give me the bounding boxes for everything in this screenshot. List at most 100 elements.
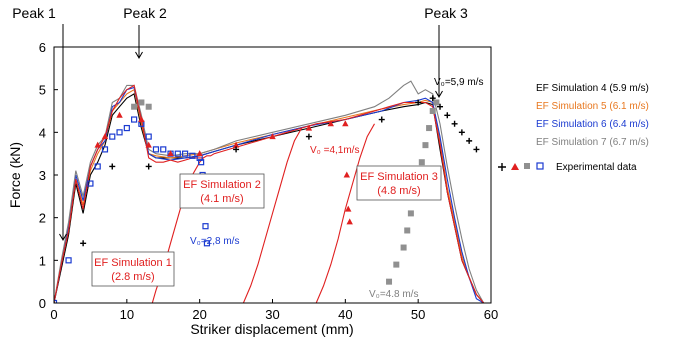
data-point bbox=[174, 150, 181, 157]
x-tick-label: 0 bbox=[50, 307, 57, 322]
data-point bbox=[94, 163, 101, 170]
peak-label: Peak 3 bbox=[424, 5, 468, 21]
data-point bbox=[101, 146, 109, 153]
data-point bbox=[189, 152, 196, 159]
data-point bbox=[418, 159, 425, 166]
simulation-box bbox=[179, 173, 265, 209]
data-point bbox=[203, 240, 211, 247]
data-point bbox=[327, 120, 334, 127]
data-point bbox=[232, 141, 240, 148]
data-point bbox=[160, 146, 167, 153]
data-point bbox=[393, 261, 400, 268]
data-point bbox=[94, 141, 101, 148]
simulation-box bbox=[356, 165, 442, 201]
x-tick-label: 40 bbox=[338, 307, 352, 322]
legend-entry: EF Simulation 6 (6.4 m/s) bbox=[536, 119, 649, 130]
legend-marker-triangle bbox=[511, 163, 519, 170]
y-tick-label: 2 bbox=[39, 211, 46, 226]
data-point bbox=[138, 99, 145, 106]
legend-entry: EF Simulation 4 (5.9 m/s) bbox=[536, 83, 649, 94]
peak-arrowhead bbox=[135, 51, 143, 59]
data-point bbox=[345, 205, 352, 212]
data-point bbox=[131, 103, 138, 110]
velocity-annotation: V₀ =4,1m/s bbox=[310, 145, 359, 156]
series-line bbox=[315, 123, 375, 303]
simulation-boxes: EF Simulation 1 (2.8 m/s) EF Simulation 2 (… bbox=[91, 165, 442, 287]
x-tick-label: 50 bbox=[411, 307, 425, 322]
data-point bbox=[182, 150, 189, 157]
y-tick-label: 4 bbox=[39, 125, 46, 140]
velocity-annotation: V₀=2,8 m/s bbox=[190, 236, 239, 247]
simulation-box-velocity: (2.8 m/s) bbox=[111, 271, 154, 283]
data-point bbox=[444, 112, 451, 119]
data-point bbox=[87, 180, 94, 187]
simulation-box bbox=[91, 251, 175, 287]
x-tick-label: 10 bbox=[120, 307, 134, 322]
data-point bbox=[138, 116, 145, 123]
chart-legend: EF Simulation 4 (5.9 m/s) EF Simulation 5… bbox=[498, 83, 649, 173]
data-point bbox=[466, 137, 473, 144]
data-point bbox=[437, 103, 444, 110]
y-tick-label: 5 bbox=[39, 83, 46, 98]
data-point bbox=[145, 103, 152, 110]
legend-marker-square-open bbox=[536, 162, 544, 170]
data-point bbox=[342, 120, 349, 127]
data-point bbox=[109, 163, 116, 170]
data-point bbox=[145, 133, 152, 140]
velocity-annotation: V₀=4.8 m/s bbox=[369, 289, 418, 300]
x-tick-label: 20 bbox=[192, 307, 206, 322]
data-point bbox=[305, 133, 312, 140]
chart-axes: 0 10 20 30 40 50 60 0 1 2 3 4 5 6 bbox=[39, 40, 498, 322]
data-point bbox=[131, 116, 138, 123]
peak-label: Peak 2 bbox=[123, 5, 167, 21]
velocity-annotations: V₀=5,9 m/s V₀ =4,1m/s V₀=2,8 m/s V₀=4.8 m/s bbox=[190, 77, 483, 300]
data-point bbox=[233, 146, 240, 153]
data-point bbox=[145, 163, 152, 170]
data-point bbox=[415, 99, 422, 106]
data-point bbox=[422, 142, 429, 149]
data-point bbox=[65, 257, 72, 264]
velocity-annotation: V₀=5,9 m/s bbox=[434, 77, 483, 88]
y-tick-label: 6 bbox=[39, 40, 46, 55]
simulation-box-title: EF Simulation 2 bbox=[183, 179, 261, 191]
data-point bbox=[407, 210, 414, 217]
legend-entry: EF Simulation 7 (6.7 m/s) bbox=[536, 137, 649, 148]
legend-entry: EF Simulation 5 (6.1 m/s) bbox=[536, 101, 649, 112]
data-point bbox=[473, 146, 480, 153]
data-point bbox=[346, 218, 353, 225]
legend-entry: Experimental data bbox=[556, 162, 637, 173]
data-point bbox=[101, 133, 109, 140]
simulation-box-title: EF Simulation 1 bbox=[94, 257, 172, 269]
data-point bbox=[343, 171, 350, 178]
data-point bbox=[426, 125, 433, 132]
x-tick-label: 60 bbox=[484, 307, 498, 322]
x-axis-label: Striker displacement (mm) bbox=[190, 321, 353, 337]
data-point bbox=[145, 141, 152, 148]
data-point bbox=[386, 278, 393, 285]
data-point bbox=[378, 116, 385, 123]
data-point bbox=[109, 133, 116, 140]
legend-marker-plus bbox=[498, 163, 506, 171]
simulation-box-velocity: (4.1 m/s) bbox=[200, 193, 243, 205]
data-point bbox=[198, 159, 205, 166]
data-point bbox=[116, 111, 123, 118]
data-point bbox=[196, 150, 203, 157]
peak-label: Peak 1 bbox=[12, 5, 56, 21]
series-line bbox=[242, 127, 303, 303]
data-point bbox=[116, 129, 123, 136]
data-point bbox=[202, 223, 209, 230]
x-tick-label: 30 bbox=[265, 307, 279, 322]
peak-arrowhead bbox=[435, 90, 443, 98]
data-point bbox=[400, 244, 407, 251]
data-point bbox=[305, 124, 313, 131]
y-tick-label: 1 bbox=[39, 253, 46, 268]
data-point bbox=[123, 124, 130, 132]
data-point bbox=[429, 95, 436, 102]
y-tick-label: 3 bbox=[39, 168, 46, 183]
data-point bbox=[269, 133, 276, 140]
data-point bbox=[451, 120, 458, 127]
data-point bbox=[152, 146, 160, 153]
peak-markers: Peak 1 Peak 2 Peak 3 bbox=[12, 5, 468, 241]
y-axis-label: Force (kN) bbox=[7, 142, 23, 208]
legend-marker-square bbox=[524, 163, 530, 169]
